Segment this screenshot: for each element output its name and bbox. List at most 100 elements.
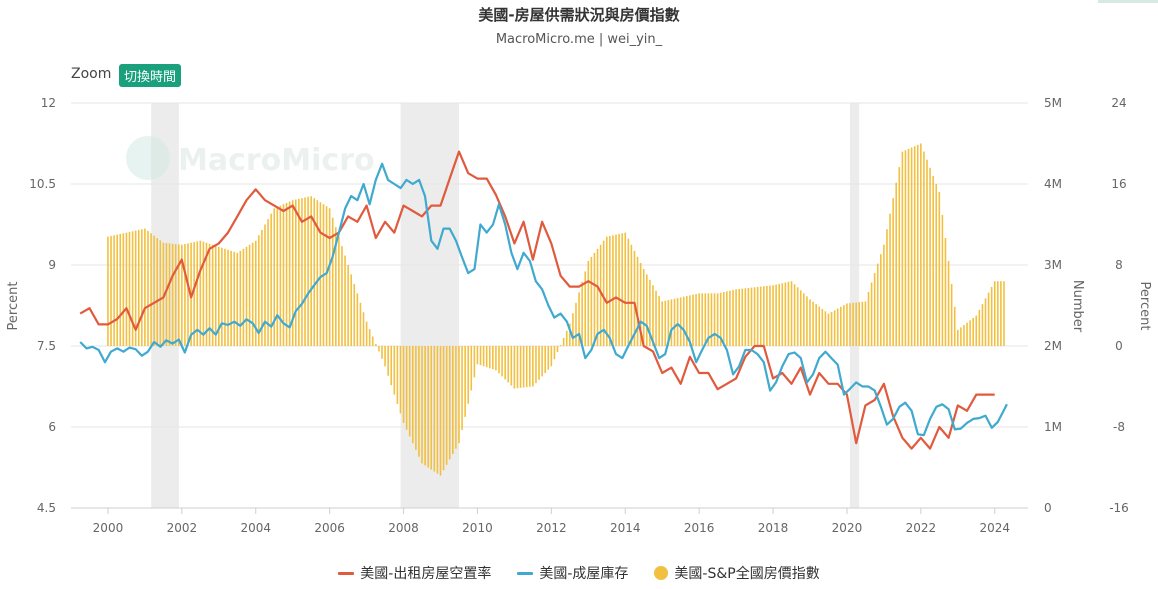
hpi-bar [729, 290, 731, 346]
x-tick-label: 2016 [684, 521, 715, 535]
hpi-bar [153, 235, 155, 346]
hpi-bar [359, 302, 362, 346]
hpi-bar [735, 289, 737, 346]
hpi-bar [547, 346, 550, 370]
legend-swatch-vacancy [338, 571, 355, 575]
mid-tick-label: 5M [1044, 96, 1062, 110]
hpi-bar [655, 290, 657, 346]
hpi-bar [642, 269, 645, 346]
hpi-bar [876, 263, 879, 346]
hpi-bar [916, 144, 919, 346]
hpi-bar [920, 143, 922, 346]
hpi-bar [812, 301, 814, 346]
legend-item-inventory[interactable]: 美國-成屋庫存 [517, 563, 628, 583]
hpi-bar [627, 238, 630, 346]
hpi-bar [892, 198, 894, 346]
hpi-bar [187, 243, 189, 346]
hpi-bar [987, 292, 990, 346]
hpi-bar [144, 228, 146, 346]
x-tick-label: 2000 [93, 521, 124, 535]
hpi-bar [880, 254, 882, 346]
inventory-line [79, 162, 1008, 437]
hpi-bar [251, 242, 254, 346]
hpi-bar [870, 282, 873, 346]
hpi-bar [378, 346, 380, 352]
hpi-bar [291, 200, 294, 346]
hpi-bar [710, 293, 713, 346]
hpi-bar [347, 265, 349, 346]
hpi-bar [852, 302, 854, 346]
left-tick-label: 9 [48, 258, 56, 272]
right-axis-title: Percent [1137, 282, 1152, 331]
recession-band-2 [849, 103, 860, 508]
hpi-bar [174, 244, 177, 346]
hpi-bar [839, 306, 842, 346]
hpi-bar [501, 346, 503, 377]
hpi-bar [473, 346, 476, 378]
hpi-bar [424, 346, 426, 466]
legend-item-hpi[interactable]: 美國-S&P全國房價指數 [654, 563, 820, 583]
hpi-bar [319, 202, 322, 346]
hpi-bar [335, 227, 337, 346]
hpi-bar [538, 346, 540, 380]
hpi-bar [507, 346, 510, 383]
hpi-bar [439, 346, 442, 476]
hpi-bar [722, 292, 725, 346]
x-tick-label: 2018 [758, 521, 789, 535]
hpi-bar [676, 298, 679, 346]
hpi-bar [649, 279, 651, 346]
hpi-bar [116, 234, 118, 346]
hpi-bar [202, 241, 205, 346]
x-tick-label: 2008 [388, 521, 419, 535]
hpi-bar [294, 199, 297, 346]
hpi-bar [288, 201, 291, 346]
hpi-bar [584, 271, 587, 346]
hpi-bar [602, 240, 605, 346]
hpi-bar [242, 248, 245, 346]
chart-area[interactable]: MacroMicro Percent Number Percent 4.5 0 -1… [0, 0, 1158, 560]
hpi-bar [495, 346, 497, 371]
hpi-bar [753, 287, 756, 346]
legend-label-inventory: 美國-成屋庫存 [539, 566, 629, 582]
hpi-bar [375, 343, 377, 346]
hpi-bar [470, 346, 473, 391]
hpi-bar [997, 281, 999, 346]
left-axis-title: Percent [6, 282, 21, 331]
hpi-bar [532, 346, 534, 387]
mid-tick-label: 0 [1044, 501, 1052, 515]
x-tick-label: 2010 [462, 521, 493, 535]
hpi-bar [562, 337, 565, 346]
hpi-bar [719, 292, 722, 346]
hpi-bar [932, 175, 934, 346]
hpi-bar [599, 244, 602, 346]
hpi-bar [861, 301, 864, 346]
hpi-bar [993, 281, 996, 346]
hpi-bar [935, 184, 938, 346]
hpi-bar [455, 346, 457, 449]
hpi-bar [975, 315, 978, 346]
hpi-bar [806, 296, 808, 346]
hpi-bar [732, 289, 734, 346]
watermark-text: MacroMicro [178, 143, 375, 178]
hpi-bar [858, 302, 861, 346]
axes: Percent Number Percent 4.5 0 -16 6 1M -8 7.5 2M… [6, 96, 1152, 535]
hpi-bar [766, 285, 768, 346]
hpi-bar [362, 312, 365, 346]
hpi-bar [895, 182, 898, 346]
hpi-bar [405, 346, 408, 430]
hpi-bar [427, 346, 429, 468]
toggle-time-button[interactable]: 切換時間 [119, 64, 182, 87]
legend-item-vacancy[interactable]: 美國-出租房屋空置率 [338, 563, 491, 583]
hpi-bar [236, 252, 239, 346]
hpi-bar [695, 294, 697, 346]
hpi-bar [864, 301, 867, 346]
hpi-bar [482, 346, 485, 367]
hpi-bar [279, 205, 282, 346]
hpi-bar [587, 260, 590, 346]
hpi-bar [889, 213, 891, 346]
hpi-bar [245, 246, 248, 346]
hpi-bar [270, 213, 272, 346]
hpi-bar [282, 204, 285, 346]
hpi-bar [233, 251, 235, 346]
hpi-bar [846, 303, 848, 346]
